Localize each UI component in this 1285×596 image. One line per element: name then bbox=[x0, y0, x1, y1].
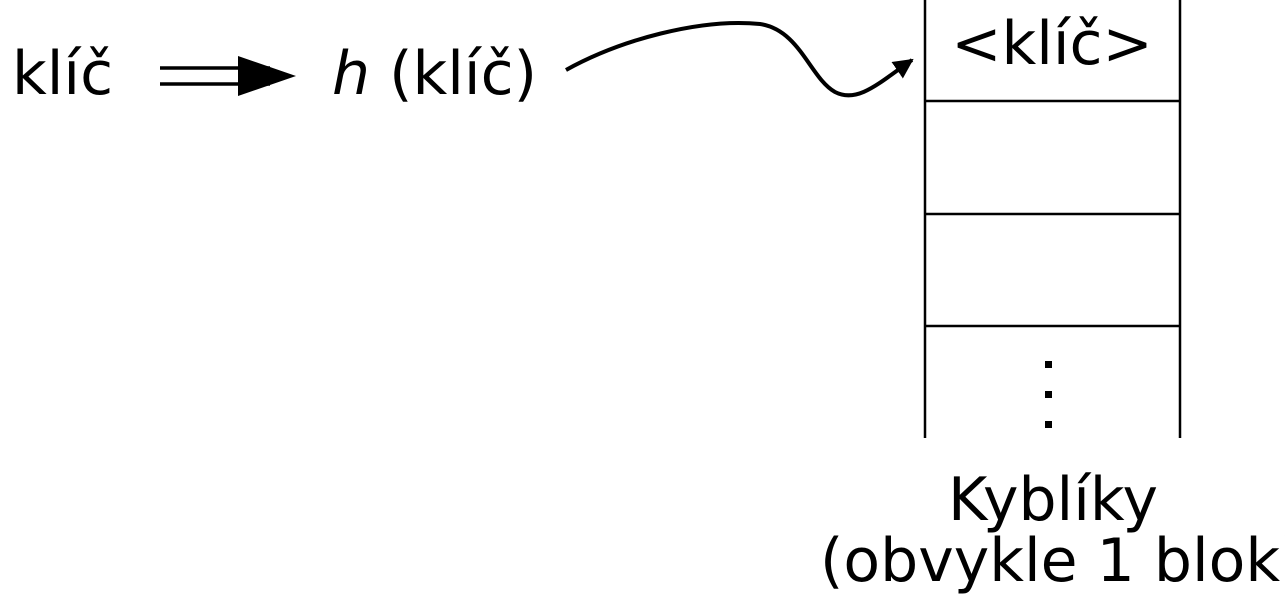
buckets-caption-title: Kyblíky bbox=[947, 465, 1159, 535]
continuation-dots bbox=[1045, 361, 1052, 428]
key-label: klíč bbox=[12, 39, 114, 109]
bucket-column bbox=[923, 0, 1182, 438]
bucket-0-content: <klíč> bbox=[951, 9, 1153, 79]
continuation-dot bbox=[1045, 361, 1052, 368]
continuation-dot bbox=[1045, 421, 1052, 428]
buckets-caption-note: (obvykle 1 blok) bbox=[820, 526, 1285, 596]
curved-arrow bbox=[565, 21, 914, 98]
hash-function-label: h (klíč) bbox=[332, 44, 537, 104]
implies-arrow bbox=[160, 56, 296, 96]
hash-function-symbol: h bbox=[332, 39, 371, 109]
hash-function-argument: (klíč) bbox=[389, 39, 537, 109]
continuation-dot bbox=[1045, 391, 1052, 398]
